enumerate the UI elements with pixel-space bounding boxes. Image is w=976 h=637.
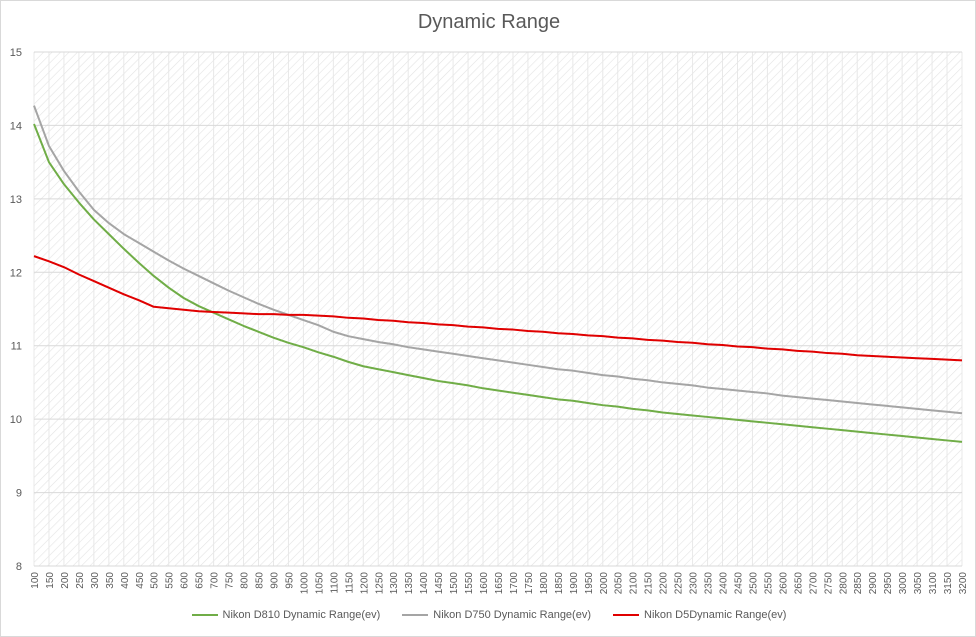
x-tick-label: 2050 xyxy=(614,572,625,595)
x-tick-label: 1250 xyxy=(374,572,385,595)
legend-label: Nikon D5Dynamic Range(ev) xyxy=(644,609,787,621)
x-tick-label: 550 xyxy=(165,572,176,589)
x-tick-label: 1950 xyxy=(584,572,595,595)
x-tick-label: 2200 xyxy=(659,572,670,595)
x-tick-label: 400 xyxy=(120,572,131,589)
y-tick-label: 8 xyxy=(16,561,22,573)
y-tick-label: 9 xyxy=(16,488,22,500)
x-tick-label: 2350 xyxy=(704,572,715,595)
x-tick-label: 1400 xyxy=(419,572,430,595)
x-tick-label: 2750 xyxy=(823,572,834,595)
x-tick-label: 1650 xyxy=(494,572,505,595)
x-tick-label: 1150 xyxy=(344,572,355,594)
x-tick-label: 850 xyxy=(255,572,266,589)
x-tick-label: 1350 xyxy=(404,572,415,595)
chart-title: Dynamic Range xyxy=(417,11,561,33)
x-tick-label: 250 xyxy=(75,572,86,589)
x-tick-label: 100 xyxy=(30,572,41,589)
x-tick-label: 1100 xyxy=(329,572,340,594)
x-tick-label: 2450 xyxy=(733,572,744,595)
x-tick-label: 450 xyxy=(135,572,146,589)
x-tick-label: 2250 xyxy=(674,572,685,595)
x-tick-label: 2550 xyxy=(763,572,774,595)
legend-item: Nikon D5Dynamic Range(ev) xyxy=(613,609,786,621)
chart-legend: Nikon D810 Dynamic Range(ev) Nikon D750 D… xyxy=(1,609,976,621)
x-tick-label: 1800 xyxy=(539,572,550,595)
legend-swatch xyxy=(191,614,218,616)
legend-label: Nikon D750 Dynamic Range(ev) xyxy=(433,609,591,621)
y-tick-label: 15 xyxy=(10,47,22,59)
legend-swatch xyxy=(402,614,429,616)
x-tick-label: 600 xyxy=(180,572,191,589)
x-tick-label: 2150 xyxy=(644,572,655,595)
x-tick-label: 2700 xyxy=(808,572,819,595)
x-tick-label: 1200 xyxy=(359,572,370,595)
x-tick-label: 1700 xyxy=(509,572,520,595)
x-tick-label: 3100 xyxy=(928,572,939,595)
legend-item: Nikon D750 Dynamic Range(ev) xyxy=(402,609,591,621)
chart-plot: 8 9 10 11 12 13 14 15 100 150 200 250 300 350 400 450 50… xyxy=(10,47,969,595)
x-tick-label: 150 xyxy=(45,572,56,589)
x-tick-label: 300 xyxy=(90,572,101,589)
x-tick-label: 950 xyxy=(284,572,295,589)
x-tick-label: 3200 xyxy=(958,572,969,595)
y-tick-label: 11 xyxy=(11,341,22,353)
x-tick-label: 2850 xyxy=(853,572,864,595)
x-tick-label: 800 xyxy=(240,572,251,589)
x-tick-label: 1900 xyxy=(569,572,580,595)
x-tick-label: 1550 xyxy=(464,572,475,595)
x-tick-label: 2650 xyxy=(793,572,804,595)
x-tick-label: 200 xyxy=(60,572,71,589)
x-tick-label: 1500 xyxy=(449,572,460,595)
series-line-2 xyxy=(33,105,963,415)
y-tick-label: 13 xyxy=(10,194,22,206)
x-tick-label: 3150 xyxy=(943,572,954,595)
legend-label: Nikon D810 Dynamic Range(ev) xyxy=(222,609,381,621)
x-tick-label: 1600 xyxy=(479,572,490,595)
x-tick-label: 2500 xyxy=(748,572,759,595)
x-tick-label: 700 xyxy=(210,572,221,589)
x-tick-label: 750 xyxy=(225,572,236,589)
x-tick-label: 2100 xyxy=(629,572,640,595)
x-tick-label: 2300 xyxy=(689,572,700,595)
y-tick-label: 10 xyxy=(10,414,22,426)
x-tick-label: 2600 xyxy=(778,572,789,595)
x-tick-label: 650 xyxy=(195,572,206,589)
x-tick-label: 2900 xyxy=(868,572,879,595)
x-tick-label: 3000 xyxy=(898,572,909,595)
x-tick-label: 1300 xyxy=(389,572,400,595)
x-tick-label: 350 xyxy=(105,572,116,589)
x-tick-label: 1050 xyxy=(314,572,325,595)
x-tick-label: 1750 xyxy=(524,572,535,595)
x-tick-label: 3050 xyxy=(913,572,924,595)
x-tick-label: 2800 xyxy=(838,572,849,595)
x-tick-label: 2400 xyxy=(719,572,730,595)
x-tick-label: 2950 xyxy=(883,572,894,595)
series-line-3 xyxy=(33,255,963,362)
legend-swatch xyxy=(613,614,639,616)
x-tick-label: 500 xyxy=(150,572,161,589)
x-tick-label: 1850 xyxy=(554,572,565,595)
x-tick-label: 900 xyxy=(269,572,280,589)
x-tick-label: 2000 xyxy=(599,572,610,595)
series-line-1 xyxy=(33,123,963,443)
y-tick-label: 12 xyxy=(10,267,22,279)
x-tick-label: 1450 xyxy=(434,572,445,595)
legend-item: Nikon D810 Dynamic Range(ev) xyxy=(191,609,381,621)
x-tick-label: 1000 xyxy=(299,572,310,595)
y-tick-label: 14 xyxy=(10,120,22,132)
